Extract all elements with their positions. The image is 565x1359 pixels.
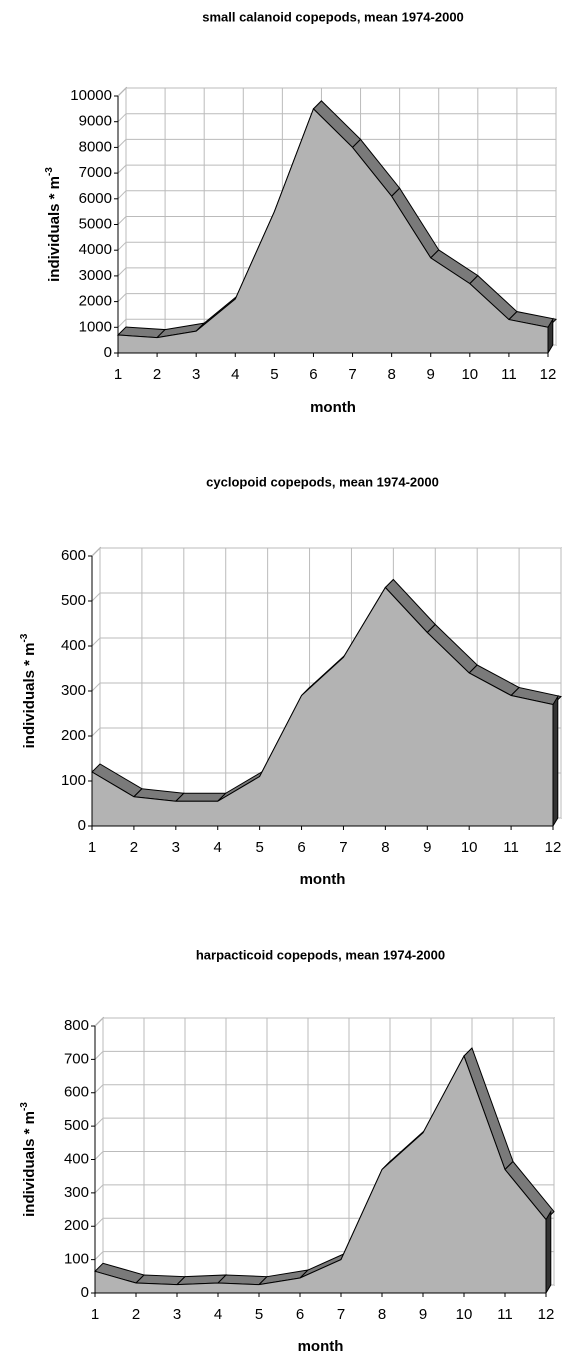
x-tick-label: 8 [381,839,389,856]
x-tick-label: 7 [339,839,347,856]
y-axis-label: individuals * m-3 [44,167,63,282]
y-axis-label-exponent: -3 [19,633,30,642]
y-tick-label: 7000 [79,164,112,181]
y-tick-label: 2000 [79,293,112,310]
x-tick-label: 9 [419,1306,427,1323]
y-tick-label: 4000 [79,241,112,258]
y-tick-label: 500 [61,592,86,609]
y-tick-label: 600 [61,547,86,564]
y-tick-label: 300 [64,1184,89,1201]
x-tick-label: 10 [461,839,478,856]
y-tick-label: 100 [64,1251,89,1268]
x-tick-label: 6 [297,839,305,856]
x-tick-label: 7 [337,1306,345,1323]
y-axis-label: individuals * m-3 [19,1102,38,1217]
x-tick-label: 3 [173,1306,181,1323]
y-tick-label: 1000 [79,318,112,335]
x-tick-label: 4 [231,366,239,383]
y-axis-label-text: individuals * m [46,176,63,282]
x-axis-label: month [310,399,356,416]
x-tick-label: 4 [214,839,222,856]
x-tick-label: 5 [270,366,278,383]
chart-title: small calanoid copepods, mean 1974-2000 [202,9,464,24]
y-tick-label: 9000 [79,113,112,130]
x-tick-label: 1 [88,839,96,856]
chart-title: harpacticoid copepods, mean 1974-2000 [196,947,445,962]
x-tick-label: 11 [497,1306,513,1323]
y-tick-label: 0 [104,344,112,361]
x-tick-label: 1 [114,366,122,383]
chart-title: cyclopoid copepods, mean 1974-2000 [206,474,439,489]
y-tick-label: 800 [64,1017,89,1034]
y-tick-label: 200 [64,1217,89,1234]
x-tick-label: 12 [545,839,562,856]
y-tick-label: 8000 [79,138,112,155]
x-axis-label: month [300,871,346,888]
y-tick-label: 6000 [79,190,112,207]
area [94,1054,547,1294]
y-axis-label-exponent: -3 [19,1102,30,1111]
y-axis-label-exponent: -3 [44,167,55,176]
y-tick-label: 5000 [79,215,112,232]
x-tick-label: 6 [309,366,317,383]
x-tick-label: 5 [255,1306,263,1323]
x-tick-label: 6 [296,1306,304,1323]
y-tick-label: 400 [61,637,86,654]
x-tick-label: 1 [91,1306,99,1323]
area [91,586,554,827]
y-tick-label: 200 [61,727,86,744]
x-tick-label: 5 [255,839,263,856]
x-tick-label: 11 [503,839,519,856]
y-tick-label: 700 [64,1050,89,1067]
x-tick-label: 8 [387,366,395,383]
y-tick-label: 600 [64,1084,89,1101]
y-axis-label-text: individuals * m [21,1111,38,1217]
x-tick-label: 2 [132,1306,140,1323]
x-tick-label: 3 [192,366,200,383]
y-tick-label: 100 [61,772,86,789]
area-side [545,1209,552,1295]
y-axis-label: individuals * m-3 [19,633,38,748]
y-axis-label-text: individuals * m [21,643,38,749]
area-side [552,694,559,828]
y-tick-label: 400 [64,1150,89,1167]
x-tick-label: 9 [423,839,431,856]
x-tick-label: 10 [456,1306,473,1323]
y-tick-label: 500 [64,1117,89,1134]
x-tick-label: 11 [501,366,517,383]
x-tick-label: 3 [172,839,180,856]
x-tick-label: 12 [540,366,557,383]
y-tick-label: 10000 [70,87,112,104]
y-tick-label: 3000 [79,267,112,284]
x-tick-label: 7 [348,366,356,383]
x-axis-label: month [298,1338,344,1354]
y-tick-label: 0 [78,817,86,834]
x-tick-label: 9 [427,366,435,383]
area [117,107,549,354]
y-tick-label: 300 [61,682,86,699]
x-tick-label: 2 [130,839,138,856]
x-tick-label: 8 [378,1306,386,1323]
x-tick-label: 12 [538,1306,555,1323]
x-tick-label: 2 [153,366,161,383]
y-tick-label: 0 [81,1284,89,1301]
x-tick-label: 4 [214,1306,222,1323]
x-tick-label: 10 [461,366,478,383]
